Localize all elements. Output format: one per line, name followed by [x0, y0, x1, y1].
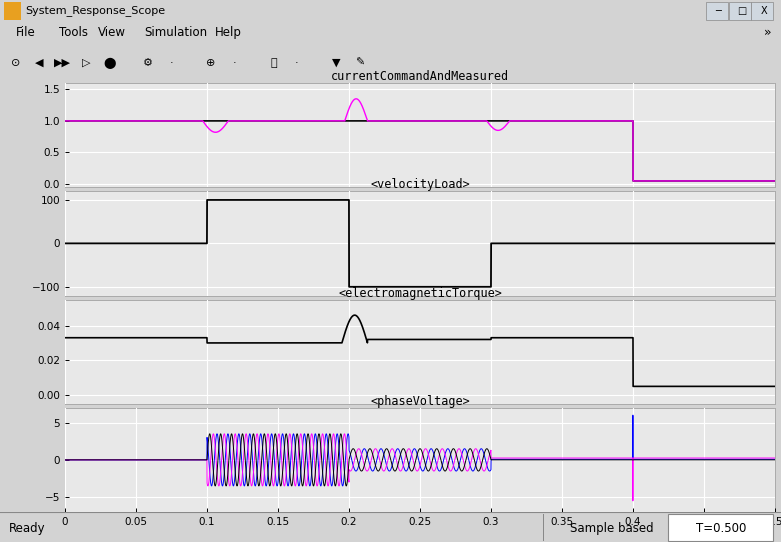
- Text: ⤢: ⤢: [270, 58, 276, 68]
- FancyBboxPatch shape: [668, 514, 773, 540]
- FancyBboxPatch shape: [706, 2, 728, 20]
- Text: ▷: ▷: [82, 58, 90, 68]
- Text: T=0.500: T=0.500: [696, 522, 746, 535]
- Text: ▼: ▼: [332, 58, 340, 68]
- Text: Sample based: Sample based: [570, 522, 654, 535]
- Title: <phaseVoltage>: <phaseVoltage>: [370, 395, 470, 408]
- Bar: [4, 2, 21, 20]
- Text: □: □: [737, 6, 747, 16]
- Text: »: »: [764, 26, 772, 39]
- Text: ·: ·: [295, 58, 298, 68]
- Text: ─: ─: [715, 6, 722, 16]
- Text: ⚙: ⚙: [144, 58, 153, 68]
- Text: Tools: Tools: [59, 26, 87, 39]
- FancyBboxPatch shape: [751, 2, 773, 20]
- Text: ⬤: ⬤: [103, 57, 116, 69]
- Text: ·: ·: [170, 58, 173, 68]
- FancyBboxPatch shape: [729, 2, 751, 20]
- Title: <velocityLoad>: <velocityLoad>: [370, 178, 470, 191]
- Text: ▶▶: ▶▶: [54, 58, 71, 68]
- Title: <electromagneticTorque>: <electromagneticTorque>: [338, 287, 502, 300]
- Text: File: File: [16, 26, 35, 39]
- Title: currentCommandAndMeasured: currentCommandAndMeasured: [331, 70, 509, 83]
- Text: ⊙: ⊙: [11, 58, 20, 68]
- Text: ·: ·: [233, 58, 236, 68]
- Text: Help: Help: [215, 26, 241, 39]
- Text: X: X: [761, 6, 767, 16]
- Text: System_Response_Scope: System_Response_Scope: [25, 5, 165, 16]
- Text: View: View: [98, 26, 126, 39]
- Text: ◀: ◀: [35, 58, 43, 68]
- Text: Ready: Ready: [9, 522, 46, 535]
- Text: ✎: ✎: [355, 58, 364, 68]
- Text: ⊕: ⊕: [206, 58, 216, 68]
- Text: Simulation: Simulation: [144, 26, 208, 39]
